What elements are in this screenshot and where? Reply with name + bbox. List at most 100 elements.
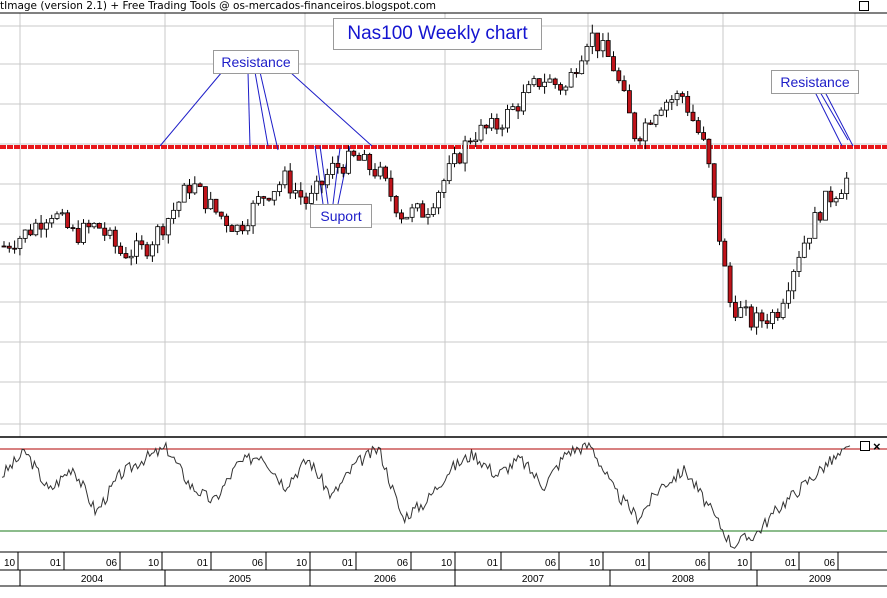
candle (425, 208, 431, 225)
candle (202, 186, 208, 214)
candle (102, 222, 108, 241)
candle (165, 217, 171, 244)
candle (579, 55, 585, 75)
callout-line (319, 145, 329, 205)
callout-lines (159, 71, 854, 205)
candle (722, 238, 728, 267)
candle (515, 103, 521, 120)
candle (245, 219, 251, 235)
callout-line (259, 71, 279, 151)
month-tick-label: 01 (487, 558, 499, 569)
candle (711, 163, 717, 201)
candle (483, 124, 489, 135)
candle (399, 209, 404, 224)
candle (526, 80, 532, 94)
candle (86, 219, 92, 234)
candle (324, 168, 330, 189)
candle (171, 202, 177, 224)
candle (817, 210, 823, 223)
candle (436, 190, 442, 215)
candle (505, 104, 510, 133)
candle (674, 90, 680, 107)
candle (351, 149, 357, 158)
candle (1, 241, 7, 248)
candle (446, 155, 452, 185)
month-tick-label: 01 (635, 558, 647, 569)
year-label: 2007 (522, 574, 545, 585)
candle (282, 166, 288, 189)
candle (255, 191, 261, 206)
candle (462, 135, 468, 172)
candle (764, 313, 770, 329)
candle (59, 208, 65, 216)
candle (70, 224, 76, 232)
year-label: 2004 (81, 574, 104, 585)
candle (727, 262, 733, 308)
candle (81, 219, 86, 245)
candle (605, 32, 611, 57)
candle (621, 75, 627, 92)
year-label: 2009 (809, 574, 832, 585)
candle (839, 189, 844, 199)
candle (648, 119, 653, 126)
month-tick-label: 06 (397, 558, 409, 569)
month-tick-label: 01 (50, 558, 62, 569)
callout-line (247, 71, 251, 147)
candle (589, 24, 595, 55)
candle (112, 226, 118, 254)
candle (521, 84, 526, 115)
candle (669, 95, 675, 111)
candle (213, 198, 219, 215)
candle (75, 220, 81, 245)
candle (134, 232, 139, 264)
candle (181, 182, 187, 203)
candle (261, 195, 267, 207)
candle (595, 32, 600, 59)
month-tick-label: 10 (4, 558, 16, 569)
month-tick-label: 01 (785, 558, 797, 569)
candle (314, 175, 320, 201)
candle (637, 136, 643, 146)
close-icon[interactable]: × (873, 439, 881, 454)
resistance-label: Resistance (213, 50, 299, 74)
month-tick-label: 06 (545, 558, 557, 569)
candle (54, 211, 60, 220)
support-label: Suport (310, 204, 372, 228)
candle (361, 149, 367, 161)
candle (796, 251, 802, 277)
candle (28, 224, 33, 237)
oscillator-panel (0, 441, 887, 553)
candle (467, 137, 473, 145)
candle (706, 138, 712, 168)
candle (791, 269, 797, 300)
candle (833, 196, 839, 207)
candle (558, 82, 563, 95)
maximize-icon[interactable] (859, 1, 869, 11)
candle (38, 214, 44, 238)
candle (149, 241, 155, 262)
callout-line (824, 91, 854, 147)
candle (780, 298, 786, 320)
candle (584, 43, 590, 65)
candle (568, 68, 574, 88)
candle (287, 163, 293, 199)
candle (786, 282, 791, 309)
candle (33, 218, 39, 237)
candle (801, 235, 807, 259)
callout-line (289, 71, 373, 147)
maximize-icon[interactable] (860, 441, 870, 451)
candle (377, 161, 383, 180)
month-tick-label: 06 (695, 558, 707, 569)
month-tick-label: 10 (296, 558, 308, 569)
candle (531, 75, 537, 87)
candle (552, 77, 558, 89)
month-tick-label: 10 (441, 558, 453, 569)
candle (414, 202, 420, 212)
candle (160, 223, 166, 241)
month-tick-label: 10 (148, 558, 160, 569)
candle (616, 67, 622, 84)
candle (298, 182, 304, 205)
candle (107, 227, 113, 240)
candle (91, 222, 97, 229)
